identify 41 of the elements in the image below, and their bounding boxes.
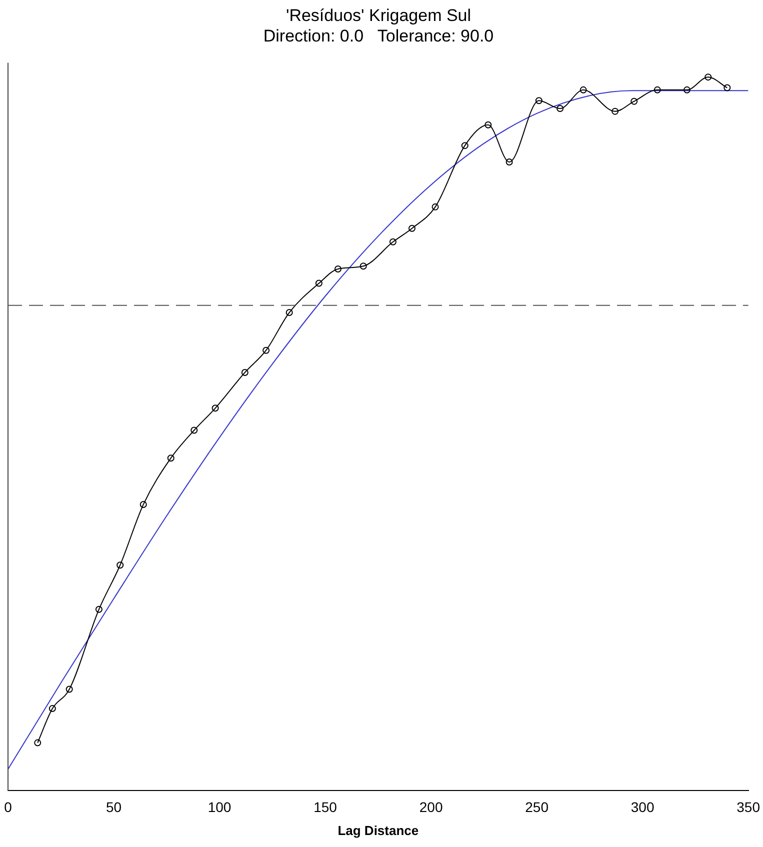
point bbox=[66, 686, 73, 693]
point bbox=[34, 739, 42, 746]
point bbox=[360, 262, 367, 270]
point bbox=[334, 266, 342, 273]
point bbox=[704, 74, 712, 81]
point bbox=[535, 97, 542, 104]
x-tick-label: 50 bbox=[106, 798, 122, 815]
point bbox=[461, 142, 468, 150]
point bbox=[48, 705, 56, 712]
point bbox=[95, 606, 102, 613]
point bbox=[116, 562, 124, 569]
point bbox=[408, 224, 416, 232]
point bbox=[630, 98, 638, 105]
x-tick-label: 100 bbox=[208, 798, 232, 815]
point bbox=[612, 108, 619, 115]
point bbox=[140, 500, 147, 508]
point bbox=[167, 454, 174, 462]
point bbox=[724, 84, 731, 92]
x-tick-label: 300 bbox=[630, 798, 654, 815]
point bbox=[683, 86, 690, 94]
chart-subtitle: Direction: 0.0 Tolerance: 90.0 bbox=[263, 26, 494, 46]
x-tick-label: 0 bbox=[4, 798, 12, 815]
x-tick-label: 350 bbox=[736, 798, 760, 815]
point bbox=[432, 203, 439, 210]
point bbox=[556, 104, 564, 112]
chart-title: 'Resíduos' Krigagem Sul bbox=[286, 6, 472, 25]
point bbox=[654, 86, 661, 94]
point bbox=[212, 404, 219, 412]
point bbox=[315, 280, 322, 287]
x-tick-label: 150 bbox=[314, 798, 338, 815]
x-axis-title: Lag Distance bbox=[338, 822, 419, 838]
point bbox=[580, 86, 587, 94]
x-tick-label: 250 bbox=[525, 798, 549, 815]
point bbox=[286, 309, 293, 316]
point bbox=[190, 426, 198, 434]
point bbox=[241, 368, 248, 376]
point bbox=[506, 158, 513, 166]
point bbox=[389, 238, 396, 246]
point bbox=[262, 346, 270, 354]
x-tick-label: 200 bbox=[419, 798, 443, 815]
point bbox=[484, 121, 492, 128]
